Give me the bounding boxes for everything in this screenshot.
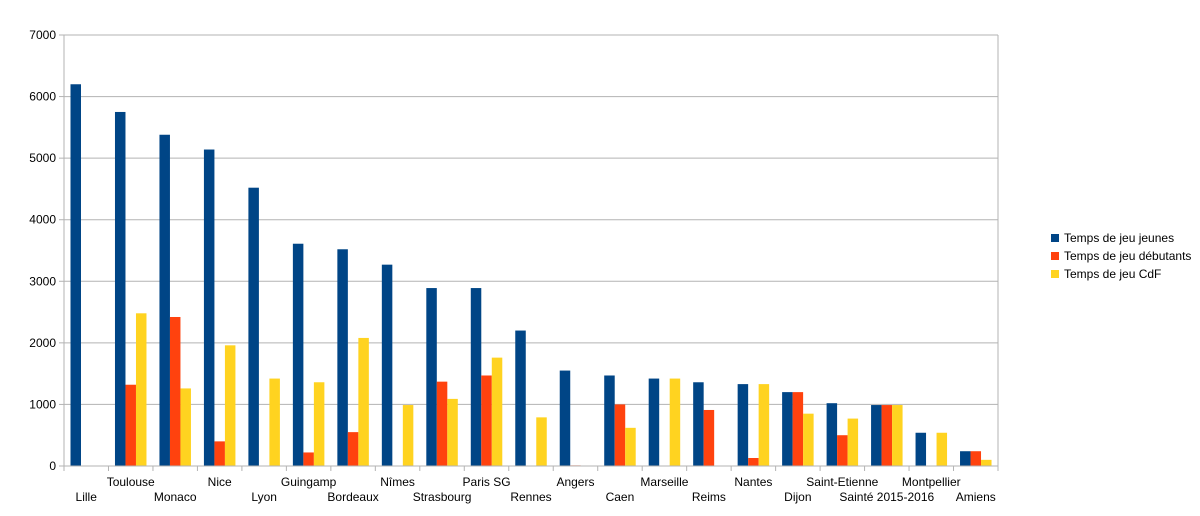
x-tick-label: Nantes: [734, 475, 772, 489]
x-tick-label: Strasbourg: [413, 490, 472, 504]
legend-label-debutants: Temps de jeu débutants: [1064, 249, 1192, 263]
bar: [981, 459, 992, 466]
bar: [871, 405, 882, 466]
bar: [436, 381, 448, 466]
x-tick-label: Angers: [556, 475, 594, 489]
y-tick-label: 7000: [29, 28, 56, 42]
bar: [402, 405, 414, 466]
bar: [604, 375, 615, 466]
legend-label-jeunes: Temps de jeu jeunes: [1064, 231, 1175, 245]
x-tick-label: Toulouse: [107, 475, 155, 489]
x-tick-label: Amiens: [956, 490, 996, 504]
y-tick-label: 5000: [29, 151, 56, 165]
x-tick-label: Rennes: [510, 490, 551, 504]
bar: [114, 111, 126, 466]
legend-item-debutants: Temps de jeu débutants: [1051, 247, 1191, 265]
x-tick-label: Saint-Etienne: [806, 475, 878, 489]
x-tick-label: Sainté 2015-2016: [839, 490, 934, 504]
bar: [481, 375, 492, 466]
bar: [358, 337, 369, 466]
x-tick-label: Lille: [76, 490, 98, 504]
bar: [125, 384, 136, 466]
bar: [648, 378, 660, 466]
bar: [203, 149, 215, 466]
x-tick-label: Nice: [208, 475, 232, 489]
bar: [792, 392, 804, 466]
bar: [703, 409, 715, 466]
y-tick-label: 0: [49, 459, 56, 473]
bar: [470, 288, 482, 466]
x-tick-label: Paris SG: [463, 475, 511, 489]
x-tick-label: Bordeaux: [327, 490, 378, 504]
bar: [970, 451, 982, 466]
bar: [758, 384, 770, 466]
legend-item-cdf: Temps de jeu CdF: [1051, 265, 1191, 283]
bar: [892, 405, 903, 466]
bar: [292, 243, 304, 466]
y-tick-label: 6000: [29, 90, 56, 104]
bar: [515, 330, 526, 466]
bar: [881, 405, 893, 466]
bar: [559, 370, 571, 466]
bar: [782, 392, 793, 466]
bar: [169, 316, 181, 466]
legend-swatch-cdf: [1051, 270, 1059, 278]
bar: [748, 457, 759, 466]
bar: [269, 378, 280, 466]
bar: [224, 345, 236, 466]
bar: [625, 427, 636, 466]
legend-swatch-jeunes: [1051, 234, 1059, 242]
x-tick-label: Lyon: [251, 490, 277, 504]
x-tick-label: Reims: [692, 490, 726, 504]
bar: [180, 388, 191, 466]
bar: [803, 413, 814, 466]
bar: [936, 432, 948, 466]
bar: [214, 441, 225, 466]
bar: [614, 404, 626, 466]
bar: [248, 187, 259, 466]
x-tick-label: Guingamp: [281, 475, 337, 489]
bar: [313, 382, 325, 466]
x-tick-label: Marseille: [640, 475, 688, 489]
bar: [915, 432, 927, 466]
bar: [303, 452, 314, 466]
bar: [337, 249, 348, 466]
bar: [135, 313, 147, 466]
bar: [693, 382, 704, 466]
bar: [491, 357, 503, 466]
bar: [159, 134, 170, 466]
bar: [426, 288, 437, 466]
x-tick-label: Nîmes: [380, 475, 415, 489]
bar: [847, 418, 859, 466]
bar: [837, 435, 848, 466]
bar: [960, 451, 971, 466]
bar: [737, 384, 749, 466]
legend-item-jeunes: Temps de jeu jeunes: [1051, 229, 1191, 247]
y-tick-label: 3000: [29, 274, 56, 288]
x-tick-label: Dijon: [784, 490, 811, 504]
x-tick-label: Monaco: [154, 490, 197, 504]
x-tick-label: Caen: [606, 490, 635, 504]
x-tick-label: Montpellier: [902, 475, 961, 489]
bar: [536, 417, 547, 466]
bar: [447, 398, 458, 466]
y-tick-label: 2000: [29, 336, 56, 350]
bar: [826, 403, 838, 466]
bar: [669, 378, 681, 466]
legend-swatch-debutants: [1051, 252, 1059, 260]
bar: [70, 84, 81, 466]
y-tick-label: 1000: [29, 397, 56, 411]
legend: Temps de jeu jeunes Temps de jeu débutan…: [1051, 229, 1191, 283]
legend-label-cdf: Temps de jeu CdF: [1064, 267, 1162, 281]
bar: [347, 432, 359, 466]
bar: [381, 264, 393, 466]
y-tick-label: 4000: [29, 213, 56, 227]
